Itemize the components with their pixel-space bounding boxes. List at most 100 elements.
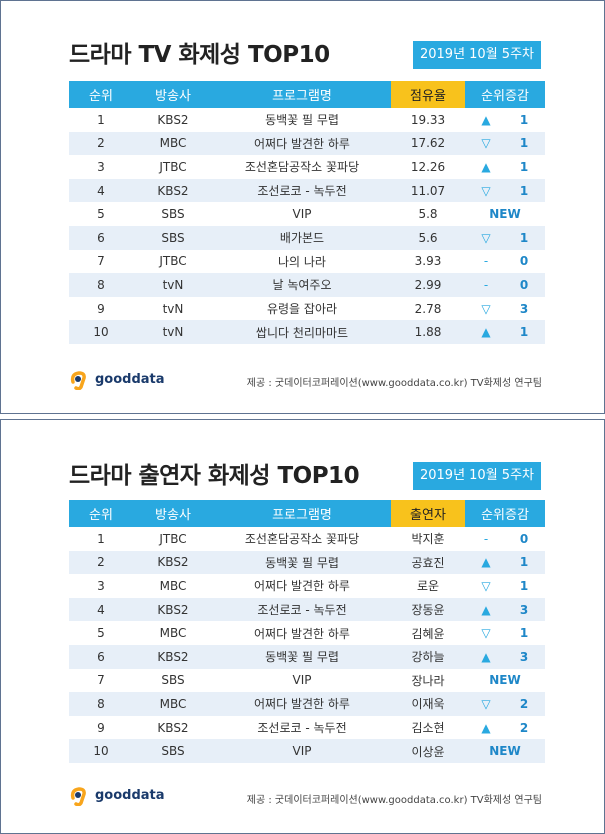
down-arrow-icon: ▽ bbox=[481, 696, 491, 711]
station-cell: KBS2 bbox=[133, 644, 213, 669]
table-header-row: 순위 방송사 프로그램명 출연자 순위증감 bbox=[69, 500, 545, 527]
program-cell: 어쩌다 발견한 하루 bbox=[254, 626, 350, 641]
rank-change-cell: ▲ 2 bbox=[465, 716, 545, 740]
table-row: 2 MBC 어쩌다 발견한 하루 17.62 ▽ 1 bbox=[69, 131, 545, 156]
share-cell: 11.07 bbox=[391, 178, 465, 203]
rank-change-value: 2 bbox=[519, 696, 529, 711]
table-row: 5 MBC 어쩌다 발견한 하루 김혜윤 ▽ 1 bbox=[69, 621, 545, 645]
rank-change: ▲ 2 bbox=[465, 721, 545, 735]
rank-cell: 5 bbox=[97, 207, 105, 222]
up-arrow-icon: ▲ bbox=[481, 325, 491, 340]
rank-cell: 1 bbox=[97, 112, 105, 127]
panel-title: 드라마 출연자 화제성 TOP10 bbox=[69, 463, 360, 489]
station-cell: SBS bbox=[133, 225, 213, 250]
rank-cell: 4 bbox=[69, 597, 133, 622]
up-arrow-icon: ▲ bbox=[481, 602, 491, 617]
rank-change-value: 1 bbox=[519, 626, 529, 641]
station-cell: MBC bbox=[133, 692, 213, 716]
program-cell: VIP bbox=[213, 739, 391, 763]
rank-change-cell: -0 bbox=[465, 250, 545, 274]
table-row: 6 KBS2 동백꽃 필 무렵 강하늘 ▲ 3 bbox=[69, 644, 545, 669]
no-change-dash-icon: - bbox=[483, 254, 489, 269]
rank-change-value: 0 bbox=[519, 531, 529, 546]
table-row: 3 MBC 어쩌다 발견한 하루 로운 ▽ 1 bbox=[69, 574, 545, 598]
down-arrow-icon: ▽ bbox=[481, 136, 491, 151]
rank-cell: 2 bbox=[69, 550, 133, 575]
rank-change-cell: ▽ 1 bbox=[465, 574, 545, 598]
program-cell: 조선혼담공작소 꽃파당 bbox=[244, 532, 360, 547]
station-cell: MBC bbox=[159, 626, 187, 641]
down-arrow-icon: ▽ bbox=[481, 230, 491, 245]
actor-cell: 로운 bbox=[416, 579, 440, 594]
new-badge: NEW bbox=[489, 207, 521, 222]
rank-change: ▲ 3 bbox=[465, 650, 545, 664]
rank-change: -0 bbox=[465, 254, 545, 268]
station-cell: SBS bbox=[161, 207, 185, 222]
rank-change: ▲ 1 bbox=[465, 555, 545, 569]
program-cell: 나의 나라 bbox=[278, 254, 326, 269]
rank-change-value: 3 bbox=[519, 649, 529, 664]
source-credit: 제공 : 굿데이터코퍼레이션(www.gooddata.co.kr) TV화제성… bbox=[246, 378, 542, 389]
header-program: 프로그램명 bbox=[213, 81, 391, 108]
gooddata-logo-icon bbox=[69, 368, 91, 391]
actor-cell: 공효진 bbox=[391, 550, 465, 575]
rank-change-value: 1 bbox=[519, 159, 529, 174]
rank-change-cell: ▽ 1 bbox=[465, 621, 545, 645]
rank-cell: 7 bbox=[97, 254, 105, 269]
rank-cell: 5 bbox=[97, 626, 105, 641]
rank-change-cell: ▽ 1 bbox=[465, 225, 545, 250]
table-row: 7 JTBC 나의 나라 3.93-0 bbox=[69, 250, 545, 274]
header-rank-change: 순위증감 bbox=[465, 500, 545, 527]
actor-cell: 강하늘 bbox=[391, 644, 465, 669]
actor-cell: 김혜윤 bbox=[411, 626, 445, 641]
table-row: 6 SBS 배가본드 5.6 ▽ 1 bbox=[69, 225, 545, 250]
rank-cell: 2 bbox=[69, 131, 133, 156]
station-cell: tvN bbox=[162, 301, 184, 316]
table-row: 8 tvN 날 녹여주오 2.99-0 bbox=[69, 273, 545, 297]
rank-change-cell: ▲ 1 bbox=[465, 550, 545, 575]
station-cell: KBS2 bbox=[133, 597, 213, 622]
table-row: 9 KBS2 조선로코 - 녹두전 김소현 ▲ 2 bbox=[69, 716, 545, 740]
header-program: 프로그램명 bbox=[213, 500, 391, 527]
program-cell: 어쩌다 발견한 하루 bbox=[213, 692, 391, 716]
rank-change-cell: ▲ 1 bbox=[465, 108, 545, 132]
actor-cell: 장동윤 bbox=[391, 597, 465, 622]
up-arrow-icon: ▲ bbox=[481, 720, 491, 735]
program-cell: 조선혼담공작소 꽃파당 bbox=[244, 160, 360, 175]
actor-cell: 이재욱 bbox=[391, 692, 465, 716]
rank-change-cell: NEW bbox=[465, 202, 545, 226]
header-rank-change: 순위증감 bbox=[465, 81, 545, 108]
station-cell: KBS2 bbox=[157, 112, 189, 127]
station-cell: SBS bbox=[161, 673, 185, 688]
share-cell: 5.6 bbox=[391, 225, 465, 250]
header-rank: 순위 bbox=[69, 500, 133, 527]
rank-change-value: 1 bbox=[519, 230, 529, 245]
rank-cell: 9 bbox=[97, 720, 105, 735]
program-cell: 어쩌다 발견한 하루 bbox=[213, 131, 391, 156]
station-cell: JTBC bbox=[159, 254, 187, 269]
logo-text: gooddata bbox=[95, 787, 165, 803]
logo-text: gooddata bbox=[95, 371, 165, 387]
rank-change-value: 3 bbox=[519, 301, 529, 316]
rank-change-cell: ▲ 3 bbox=[465, 597, 545, 622]
source-credit: 제공 : 굿데이터코퍼레이션(www.gooddata.co.kr) TV화제성… bbox=[246, 795, 542, 806]
no-change-dash-icon: - bbox=[483, 277, 489, 292]
program-cell: 조선로코 - 녹두전 bbox=[257, 721, 347, 736]
program-cell: 조선로코 - 녹두전 bbox=[213, 178, 391, 203]
rank-change: ▲ 3 bbox=[465, 603, 545, 617]
program-cell: VIP bbox=[292, 673, 312, 688]
table-row: 1 JTBC 조선혼담공작소 꽃파당 박지훈 -0 bbox=[69, 527, 545, 551]
table-row: 4 KBS2 조선로코 - 녹두전 장동윤 ▲ 3 bbox=[69, 597, 545, 622]
rank-change: ▽ 3 bbox=[465, 302, 545, 316]
share-cell: 17.62 bbox=[391, 131, 465, 156]
table-header-row: 순위 방송사 프로그램명 점유율 순위증감 bbox=[69, 81, 545, 108]
share-cell: 12.26 bbox=[410, 159, 446, 174]
station-cell: SBS bbox=[133, 739, 213, 763]
rank-change-value: 0 bbox=[519, 277, 529, 292]
rank-cell: 1 bbox=[97, 531, 105, 546]
share-cell: 2.78 bbox=[414, 301, 442, 316]
station-cell: MBC bbox=[159, 578, 187, 593]
new-badge: NEW bbox=[489, 673, 521, 688]
rank-change-cell: NEW bbox=[465, 669, 545, 693]
rank-cell: 6 bbox=[69, 644, 133, 669]
